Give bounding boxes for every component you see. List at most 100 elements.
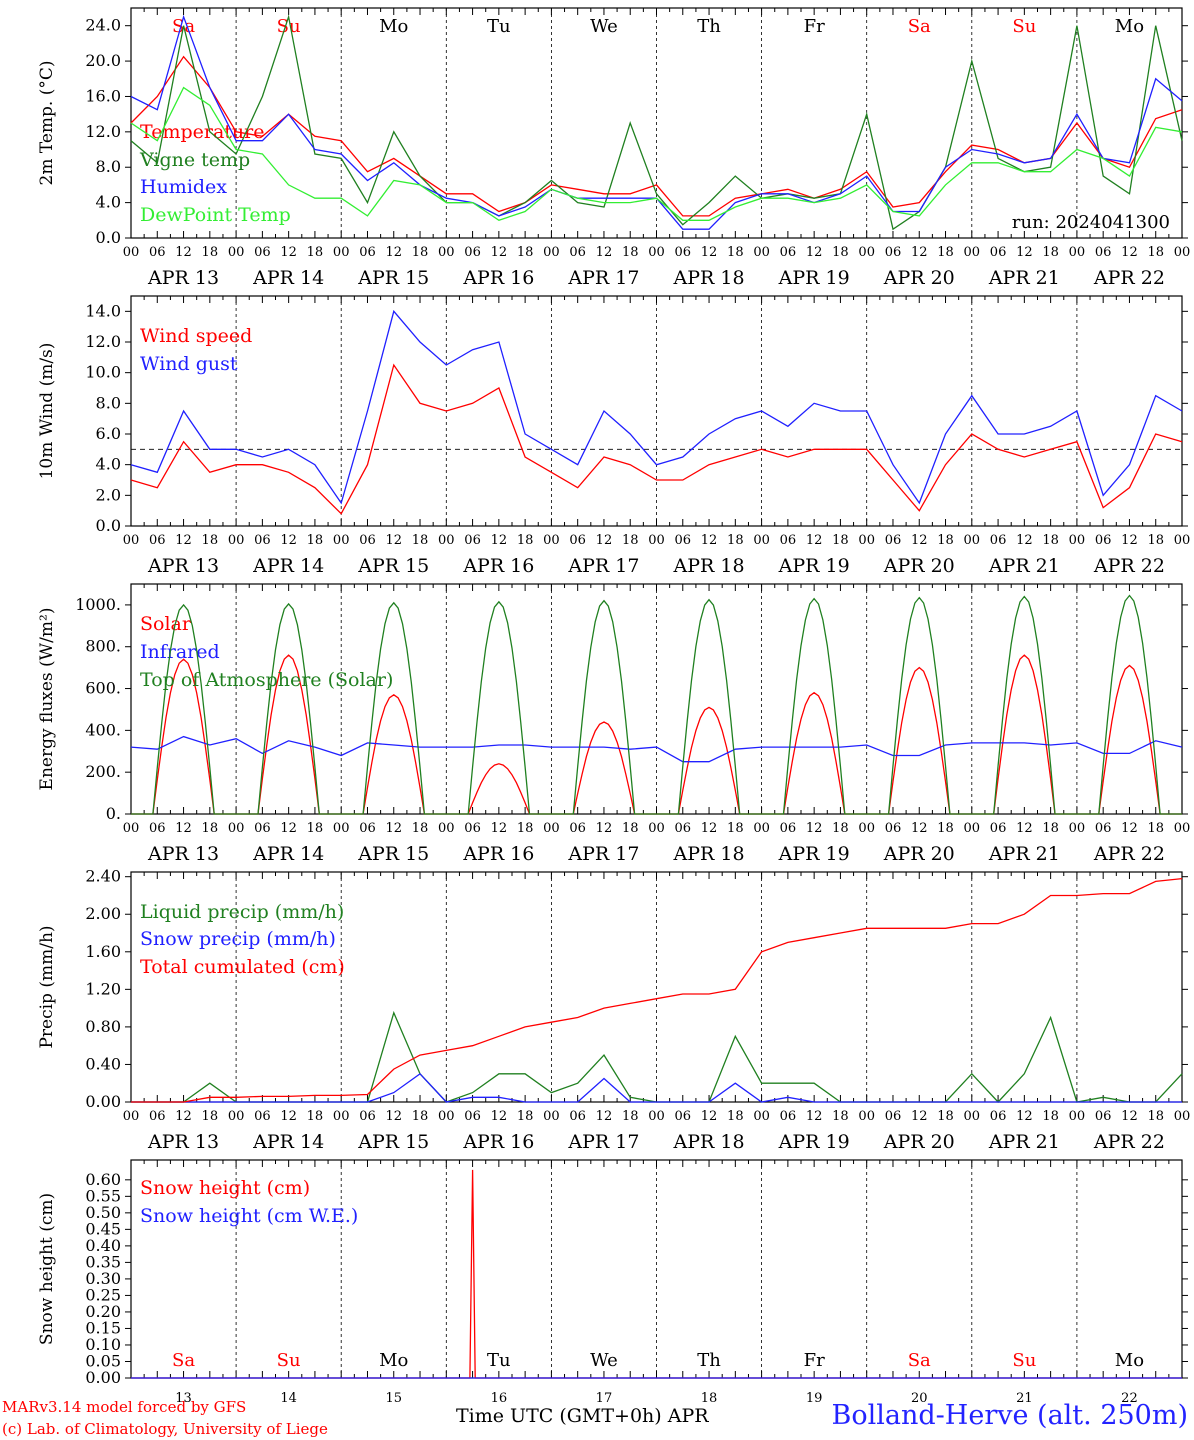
panel4-date-label: APR 22 bbox=[1093, 1131, 1165, 1153]
panel2-hour-label: 12 bbox=[806, 533, 823, 548]
panel5-weekday-label: Tu bbox=[487, 1350, 511, 1371]
panel2-y-tick-label: 8.0 bbox=[96, 393, 121, 412]
panel3-hour-label: 12 bbox=[175, 821, 192, 836]
panel1-hour-label: 06 bbox=[464, 245, 481, 260]
panel4-hour-label: 12 bbox=[280, 1109, 297, 1124]
panel4-hour-label: 00 bbox=[964, 1109, 981, 1124]
panel1-hour-label: 12 bbox=[596, 245, 613, 260]
model-credit: MARv3.14 model forced by GFS bbox=[2, 1398, 247, 1416]
panel1-weekday-label: Mo bbox=[1115, 16, 1144, 37]
panel1-hour-label: 18 bbox=[202, 245, 219, 260]
panel3-hour-label: 12 bbox=[806, 821, 823, 836]
panel1-y-axis-label: 2m Temp. (°C) bbox=[37, 60, 57, 185]
panel1-date-label: APR 22 bbox=[1093, 267, 1165, 289]
panel3-hour-label: 18 bbox=[937, 821, 954, 836]
panel1-weekday-label: Fr bbox=[804, 16, 825, 37]
panel4-y-tick-label: 2.40 bbox=[85, 867, 121, 886]
panel3-hour-label: 18 bbox=[307, 821, 324, 836]
panel1-hour-label: 00 bbox=[333, 245, 350, 260]
panel2-hour-label: 12 bbox=[701, 533, 718, 548]
panel4-hour-label: 00 bbox=[753, 1109, 770, 1124]
panel2-hour-label: 06 bbox=[464, 533, 481, 548]
panel2-hour-label: 12 bbox=[491, 533, 508, 548]
panel3-hour-label: 12 bbox=[1016, 821, 1033, 836]
panel4-hour-label: 12 bbox=[491, 1109, 508, 1124]
panel4-hour-label: 12 bbox=[1016, 1109, 1033, 1124]
panel4-hour-label: 00 bbox=[648, 1109, 665, 1124]
panel3-hour-label: 12 bbox=[701, 821, 718, 836]
panel3-hour-label: 18 bbox=[517, 821, 534, 836]
panel5-weekday-label: Su bbox=[277, 1350, 301, 1371]
panel2-hour-label: 12 bbox=[596, 533, 613, 548]
panel4-y-tick-label: 0.40 bbox=[85, 1054, 121, 1073]
panel2-legend-wind-gust: Wind gust bbox=[140, 353, 238, 375]
panel2-y-tick-label: 12.0 bbox=[85, 332, 121, 351]
panel2-hour-label: 00 bbox=[858, 533, 875, 548]
panel1-legend-temperature: Temperature bbox=[140, 121, 264, 143]
panel1-weekday-label: Tu bbox=[487, 16, 511, 37]
panel2-date-label: APR 18 bbox=[673, 555, 745, 577]
panel5-day-number: 17 bbox=[596, 1391, 613, 1406]
panel1-date-label: APR 21 bbox=[988, 267, 1060, 289]
panel5-y-tick-label: 0.55 bbox=[85, 1186, 121, 1205]
panel4-hour-label: 06 bbox=[990, 1109, 1007, 1124]
panel4-hour-label: 18 bbox=[202, 1109, 219, 1124]
panel3-legend-top-of-atmosphere-solar: Top of Atmosphere (Solar) bbox=[140, 669, 393, 691]
panel3-hour-label: 00 bbox=[858, 821, 875, 836]
panel1-hour-label: 18 bbox=[1042, 245, 1059, 260]
panel3-hour-label: 18 bbox=[727, 821, 744, 836]
panel4-hour-label: 18 bbox=[937, 1109, 954, 1124]
panel2-hour-label: 12 bbox=[1016, 533, 1033, 548]
panel3-hour-label: 06 bbox=[149, 821, 166, 836]
station-title: Bolland-Herve (alt. 250m) bbox=[831, 1400, 1188, 1431]
panel3-hour-label: 06 bbox=[1095, 821, 1112, 836]
panel2-y-tick-label: 4.0 bbox=[96, 455, 121, 474]
panel3-hour-label: 18 bbox=[1147, 821, 1164, 836]
panel2-hour-label: 18 bbox=[412, 533, 429, 548]
panel5-y-axis-label: Snow height (cm) bbox=[37, 1193, 57, 1345]
panel1-date-label: APR 14 bbox=[252, 267, 324, 289]
panel5-day-number: 18 bbox=[701, 1391, 718, 1406]
panel5-y-tick-label: 0.60 bbox=[85, 1170, 121, 1189]
panel1-hour-label: 18 bbox=[412, 245, 429, 260]
panel3-hour-label: 12 bbox=[596, 821, 613, 836]
panel4-date-label: APR 21 bbox=[988, 1131, 1060, 1153]
panel1-hour-label: 06 bbox=[1095, 245, 1112, 260]
panel1-y-tick-label: 20.0 bbox=[85, 51, 121, 70]
panel2-date-label: APR 20 bbox=[883, 555, 955, 577]
panel5-day-number: 20 bbox=[911, 1391, 928, 1406]
panel3-hour-label: 12 bbox=[1121, 821, 1138, 836]
panel2-hour-label: 12 bbox=[1121, 533, 1138, 548]
panel4-hour-label: 12 bbox=[385, 1109, 402, 1124]
panel3-date-label: APR 14 bbox=[252, 843, 324, 865]
panel4-series-snow-precip-mm-h bbox=[131, 1072, 1182, 1103]
panel5-weekday-label: Sa bbox=[908, 1350, 931, 1371]
panel2-y-tick-label: 2.0 bbox=[96, 485, 121, 504]
panel3-hour-label: 00 bbox=[1069, 821, 1086, 836]
panel3-hour-label: 18 bbox=[1042, 821, 1059, 836]
panel4-hour-label: 06 bbox=[149, 1109, 166, 1124]
panel1-legend-humidex: Humidex bbox=[140, 176, 227, 198]
panel2-legend-wind-speed: Wind speed bbox=[140, 325, 252, 347]
panel3-date-label: APR 19 bbox=[778, 843, 850, 865]
panel2-hour-label: 18 bbox=[1147, 533, 1164, 548]
panel4-date-label: APR 14 bbox=[252, 1131, 324, 1153]
panel4-hour-label: 00 bbox=[1174, 1109, 1191, 1124]
panel3-date-label: APR 17 bbox=[567, 843, 639, 865]
panel3-hour-label: 06 bbox=[780, 821, 797, 836]
panel2-hour-label: 00 bbox=[648, 533, 665, 548]
panel3-hour-label: 06 bbox=[990, 821, 1007, 836]
panel4-hour-label: 06 bbox=[359, 1109, 376, 1124]
panel5-day-number: 13 bbox=[175, 1391, 192, 1406]
panel1-date-label: APR 16 bbox=[462, 267, 534, 289]
panel1-run-annotation: run: 2024041300 bbox=[1012, 212, 1170, 233]
panel2-y-axis-label: 10m Wind (m/s) bbox=[37, 343, 57, 480]
panel2-hour-label: 18 bbox=[622, 533, 639, 548]
panel3-date-label: APR 16 bbox=[462, 843, 534, 865]
panel5-day-number: 15 bbox=[385, 1391, 402, 1406]
panel3-hour-label: 00 bbox=[333, 821, 350, 836]
panel3-y-tick-label: 0. bbox=[106, 804, 121, 823]
panel5-legend-snow-height-cm-w-e: Snow height (cm W.E.) bbox=[140, 1205, 358, 1227]
panel3-hour-label: 12 bbox=[280, 821, 297, 836]
panel1-hour-label: 00 bbox=[123, 245, 140, 260]
